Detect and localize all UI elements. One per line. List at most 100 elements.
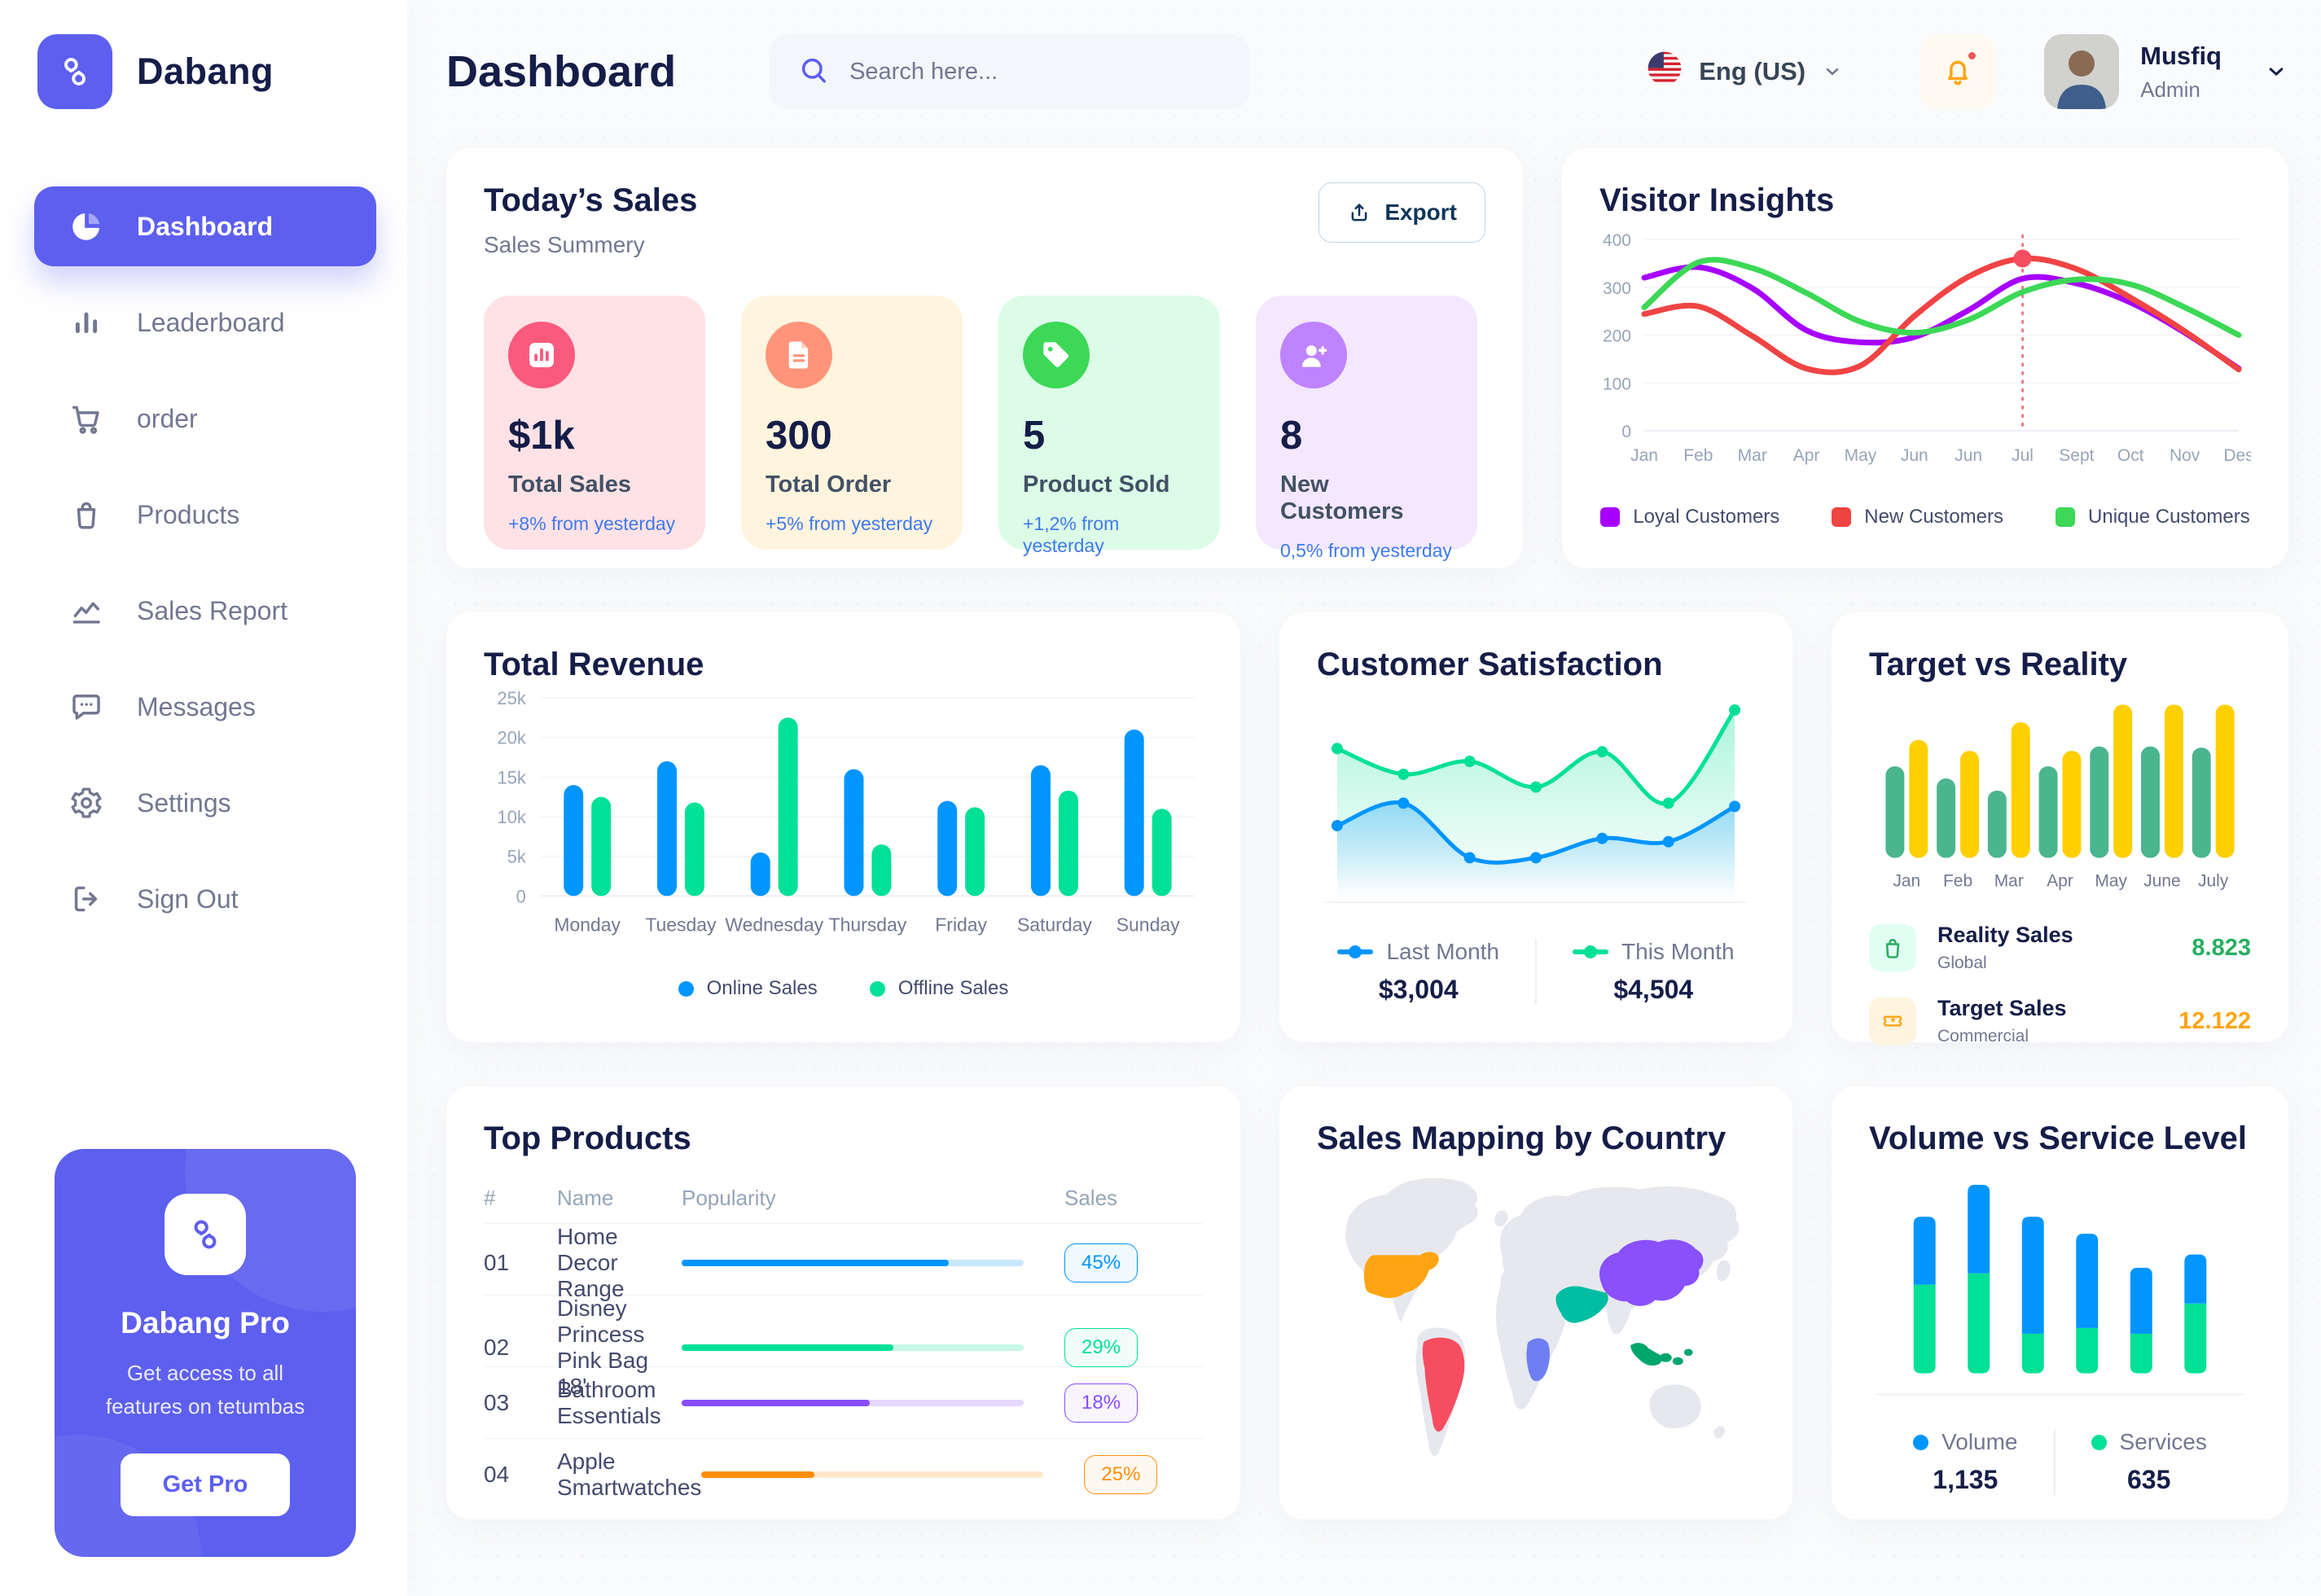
get-pro-button[interactable]: Get Pro — [120, 1454, 291, 1516]
svg-text:Apr: Apr — [1793, 446, 1820, 465]
svg-text:0: 0 — [516, 886, 526, 906]
brand-logo-icon[interactable] — [37, 34, 112, 109]
svg-text:Wednesday: Wednesday — [725, 914, 823, 935]
legend-block-services: Services 635 — [2091, 1429, 2207, 1495]
stat-delta: +5% from yesterday — [766, 513, 933, 534]
user-texts: Musfiq Admin — [2140, 42, 2222, 103]
sidebar-menu: Dashboard Leaderboard order Products Sales R… — [34, 186, 376, 939]
legend-marker — [1573, 945, 1609, 958]
top-products-header: # Name Popularity Sales — [484, 1173, 1203, 1224]
language-selector[interactable]: Eng (US) — [1647, 50, 1843, 93]
chart-icon — [68, 593, 104, 629]
stat-file-icon — [766, 322, 832, 388]
volume-service-chart — [1869, 1168, 2251, 1413]
visitor-insights-card: Visitor Insights 400 300 200 100 0 Jan Feb Mar A… — [1562, 148, 2288, 568]
svg-text:Mar: Mar — [1994, 871, 2024, 890]
svg-text:Saturday: Saturday — [1017, 914, 1092, 935]
stat-tag-icon — [1023, 322, 1090, 388]
chevron-down-icon — [2269, 68, 2284, 77]
svg-text:Jan: Jan — [1893, 871, 1920, 890]
customer-satisfaction-legend: Last Month $3,004 This Month $4,504 — [1317, 938, 1755, 1005]
legend-label: Volume — [1941, 1429, 2018, 1455]
ticket-glyph — [1880, 1008, 1906, 1034]
legend-label: Unique Customers — [2088, 506, 2250, 528]
sidebar-item-order[interactable]: order — [34, 379, 376, 458]
row-2: Total Revenue 25k 20k 15k 10k 5k 0 Monday Tuesd… — [446, 612, 2288, 1046]
pro-card: Dabang Pro Get access to all features on… — [55, 1149, 356, 1557]
export-icon — [1351, 204, 1367, 221]
notifications-button[interactable] — [1920, 34, 1996, 109]
stat-card-0: $1k Total Sales +8% from yesterday — [484, 296, 705, 550]
popularity-bar — [682, 1344, 1024, 1351]
top-products-title: Top Products — [484, 1120, 691, 1156]
legend-swatch — [1600, 507, 1621, 527]
legend-divider — [1535, 938, 1538, 1005]
legend-label-row: Volume — [1913, 1429, 2018, 1455]
legend-block-this-month: This Month $4,504 — [1573, 939, 1735, 1005]
legend-label: Online Sales — [706, 977, 818, 1000]
volume-service-legend: Volume 1,135 Services 635 — [1869, 1429, 2251, 1496]
legend-label: This Month — [1621, 938, 1735, 964]
sidebar-item-products[interactable]: Products — [34, 475, 376, 555]
pro-title: Dabang Pro — [121, 1306, 290, 1340]
main-content: Dashboard — [407, 0, 2321, 1596]
sidebar: Dabang Dashboard Leaderboard order Products… — [0, 0, 407, 1596]
bag-glyph — [1880, 935, 1906, 961]
sidebar-item-sales-report[interactable]: Sales Report — [34, 571, 376, 651]
svg-text:Mar: Mar — [1738, 446, 1767, 465]
legend-swatch — [678, 980, 694, 997]
total-revenue-title: Total Revenue — [484, 647, 704, 682]
todays-sales-subtitle: Sales Summery — [484, 232, 645, 257]
notification-badge — [1966, 50, 1979, 62]
volume-service-title: Volume vs Service Level — [1869, 1120, 2247, 1156]
legend-item-new-customers: New Customers — [1832, 506, 2003, 528]
page-title: Dashboard — [446, 47, 677, 96]
legend-swatch — [869, 980, 885, 997]
legend-swatch — [1913, 1434, 1929, 1450]
legend-swatch — [2056, 507, 2076, 527]
sidebar-item-sign-out[interactable]: Sign Out — [34, 859, 376, 939]
svg-text:20k: 20k — [498, 728, 526, 748]
brand-name: Dabang — [137, 50, 274, 92]
svg-text:400: 400 — [1603, 231, 1631, 250]
sales-badge: 29% — [1064, 1328, 1139, 1367]
stat-value: 5 — [1023, 414, 1046, 458]
signout-icon — [68, 881, 104, 917]
table-row-02: 02 Disney Princess Pink Bag 18' 29% — [484, 1296, 1203, 1399]
stat-delta: 0,5% from yesterday — [1280, 540, 1452, 561]
product-name: Disney Princess Pink Bag 18' — [557, 1296, 649, 1399]
sidebar-item-messages[interactable]: Messages — [34, 667, 376, 747]
legend-block-volume: Volume 1,135 — [1913, 1429, 2018, 1495]
svg-text:Feb: Feb — [1943, 871, 1972, 890]
sidebar-item-label: Sales Report — [137, 595, 287, 625]
legend-swatch — [2091, 1434, 2107, 1450]
topbar: Dashboard — [446, 23, 2288, 121]
stat-label: Product Sold — [1023, 471, 1170, 498]
bag-icon — [68, 497, 104, 533]
target-vs-reality-chart: Jan Feb Mar Apr May June July — [1869, 691, 2251, 900]
legend-name: Reality Sales — [1937, 923, 2073, 948]
column-header: # — [484, 1186, 496, 1210]
legend-texts: Target Sales Commercial — [1937, 996, 2157, 1046]
svg-text:100: 100 — [1603, 375, 1631, 393]
stat-value: 8 — [1280, 414, 1303, 458]
popularity-fill — [682, 1344, 894, 1351]
export-label: Export — [1384, 200, 1457, 225]
user-profile[interactable]: Musfiq Admin — [2044, 34, 2288, 109]
sidebar-item-settings[interactable]: Settings — [34, 763, 376, 843]
gear-icon — [68, 785, 104, 821]
svg-text:Jun: Jun — [1955, 446, 1982, 465]
sidebar-item-leaderboard[interactable]: Leaderboard — [34, 283, 376, 362]
popularity-fill — [701, 1471, 814, 1478]
legend-value: $3,004 — [1378, 974, 1459, 1004]
search-input[interactable] — [849, 58, 1223, 86]
sidebar-item-dashboard[interactable]: Dashboard — [34, 186, 376, 266]
sales-mapping-title: Sales Mapping by Country — [1317, 1120, 1726, 1156]
top-products-card: Top Products # Name Popularity Sales 01 Home … — [446, 1086, 1240, 1519]
svg-text:Sunday: Sunday — [1117, 914, 1180, 935]
sidebar-item-label: Messages — [137, 691, 256, 721]
export-button[interactable]: Export — [1318, 182, 1485, 243]
legend-value: 1,135 — [1933, 1465, 1999, 1495]
table-row-01: 01 Home Decor Range 45% — [484, 1224, 1203, 1301]
